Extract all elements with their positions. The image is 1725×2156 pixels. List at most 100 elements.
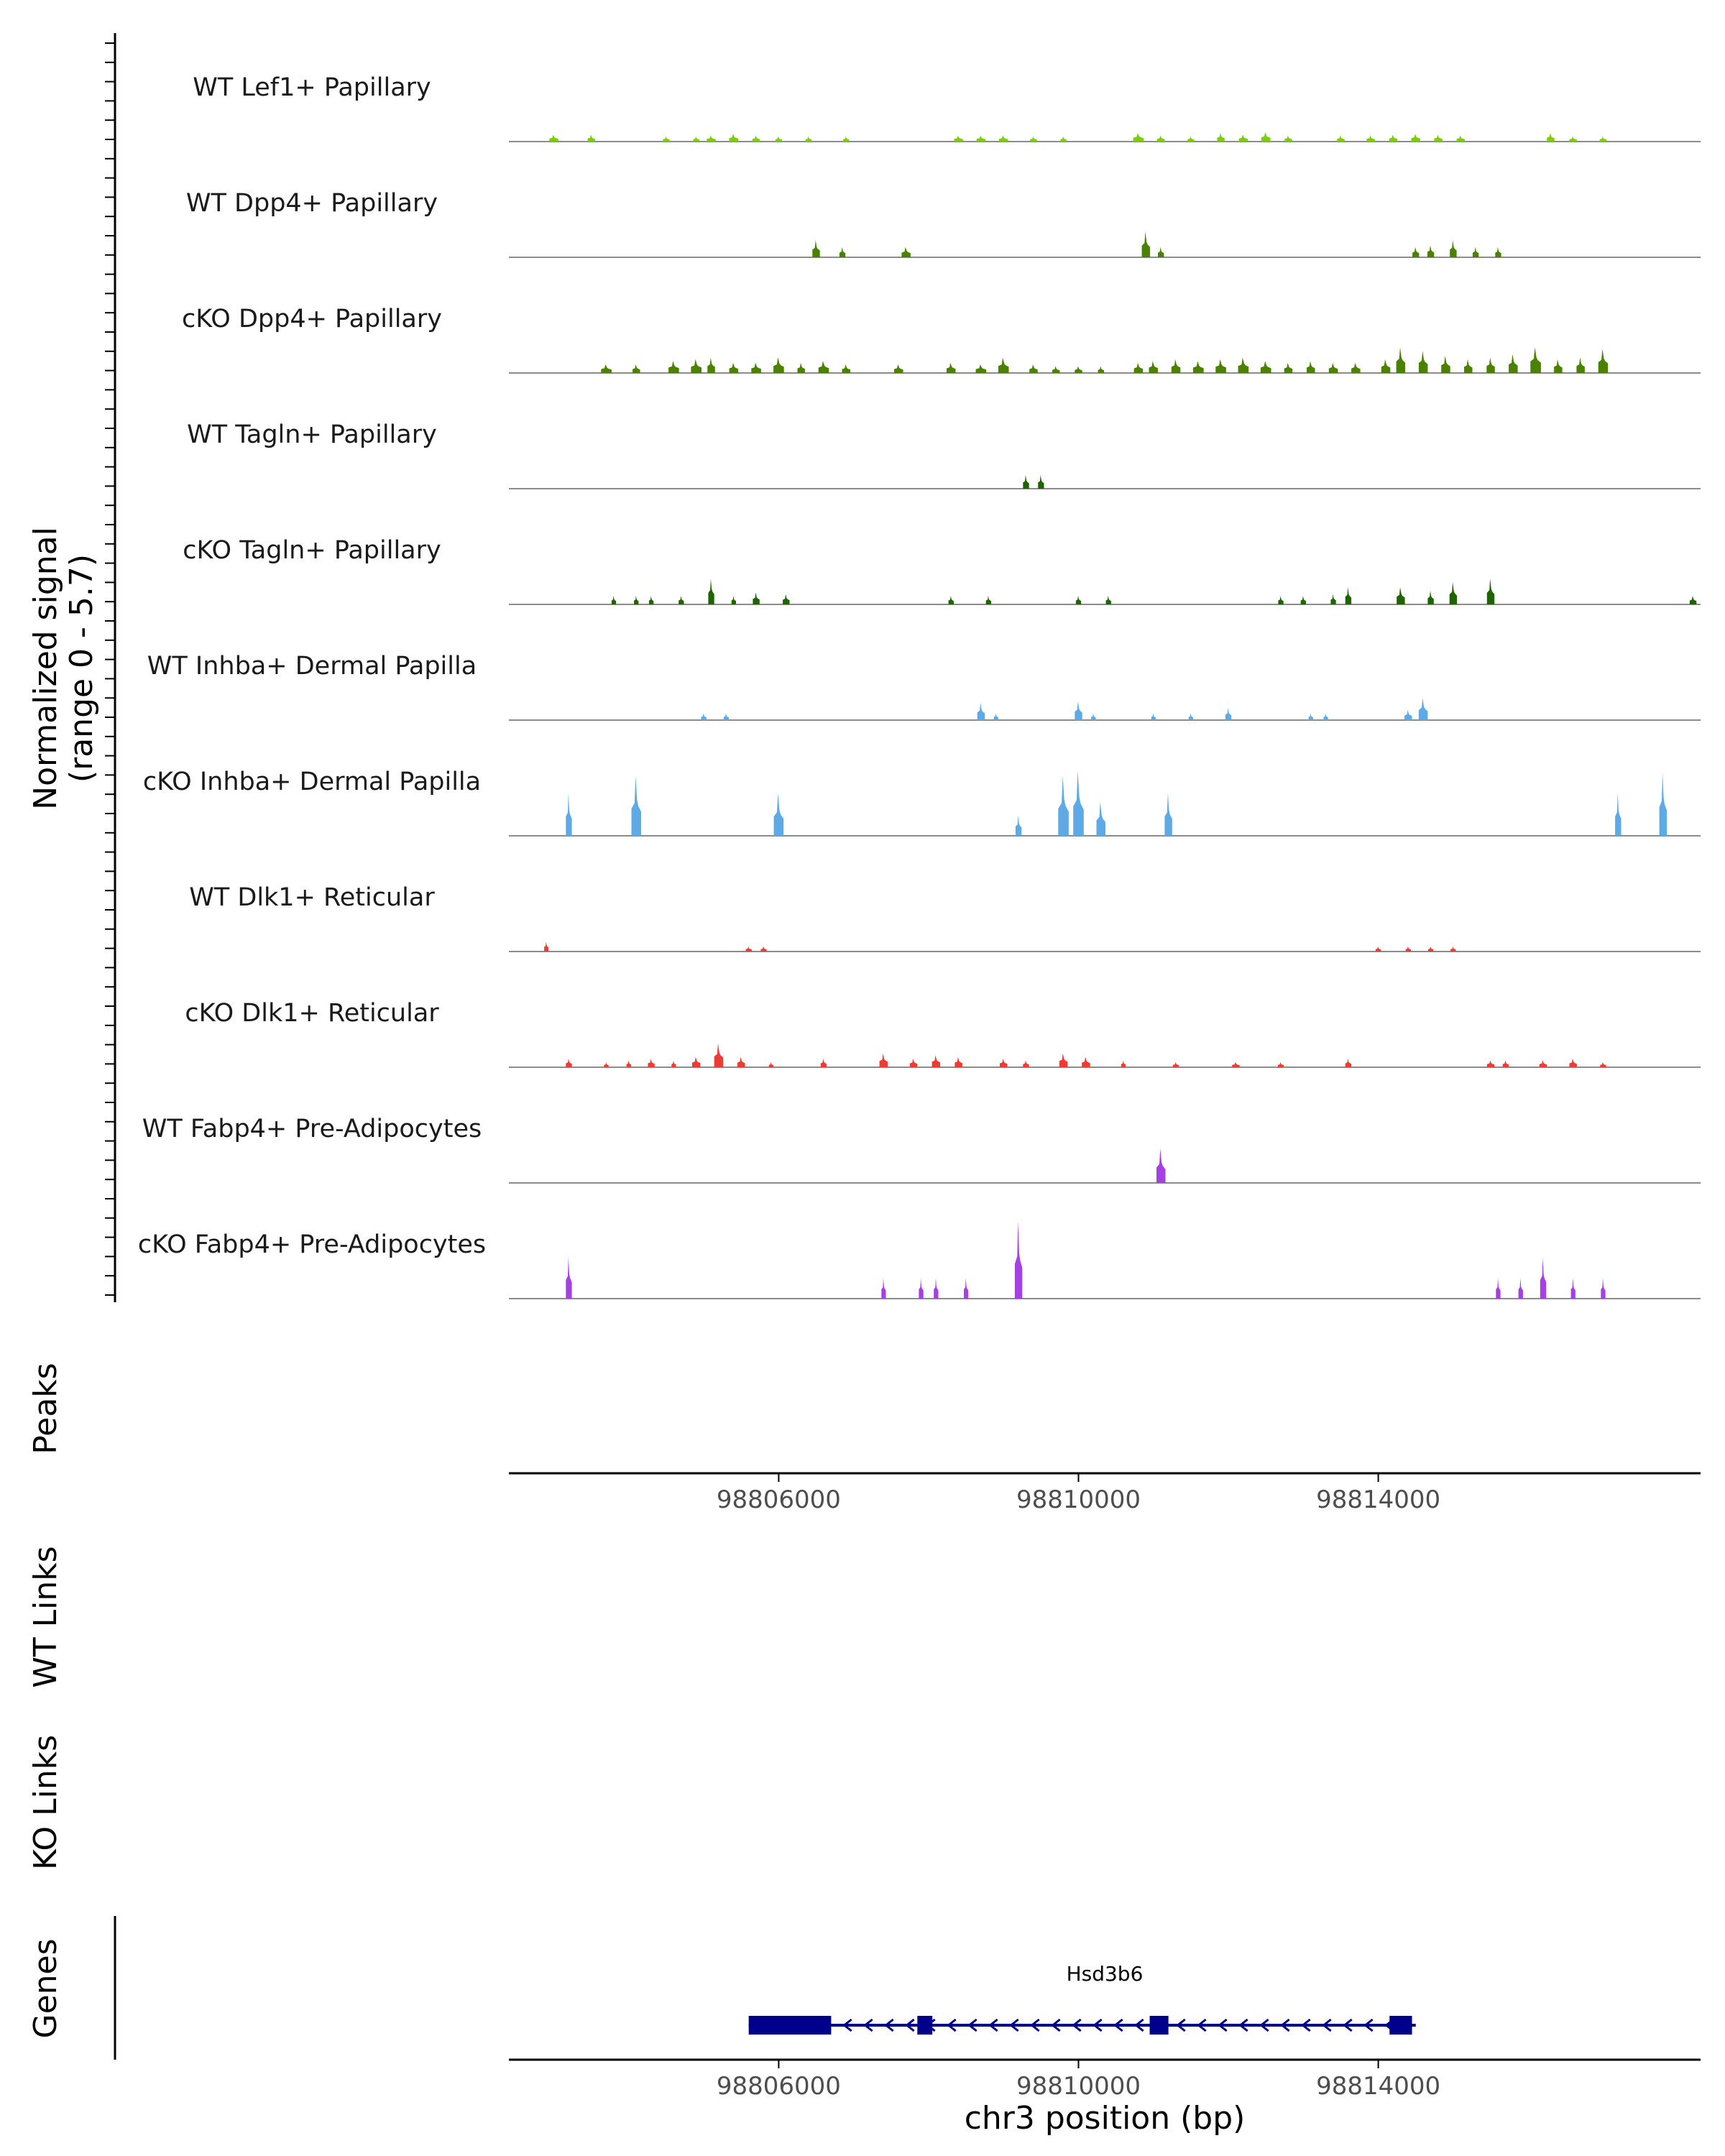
track-1: WT Lef1+ Papillary — [193, 73, 1701, 142]
coverage-peak — [768, 1061, 774, 1067]
coverage-peak — [1232, 1061, 1240, 1067]
coverage-peak — [1308, 713, 1313, 720]
coverage-peak — [1156, 1148, 1166, 1183]
coverage-peak — [1570, 1278, 1576, 1299]
coverage-peak — [1217, 133, 1225, 142]
coverage-peak — [1599, 136, 1607, 142]
coverage-peak — [839, 247, 846, 257]
coverage-peak — [1397, 587, 1405, 604]
wt-links-label: WT Links — [27, 1546, 64, 1687]
coverage-peak — [1412, 247, 1420, 257]
coverage-peak — [729, 362, 739, 373]
coverage-tracks: WT Lef1+ Papillary WT Dpp4+ Papillary cKO … — [138, 73, 1701, 1299]
gene-exon — [1389, 2016, 1412, 2035]
coverage-peak — [909, 1059, 918, 1067]
coverage-peak — [1601, 1278, 1606, 1299]
coverage-peak — [1598, 349, 1609, 373]
coverage-peak — [1158, 247, 1164, 257]
x-tick-label: 98806000 — [717, 1485, 841, 1514]
coverage-peak — [954, 1056, 962, 1067]
strand-arrow — [1363, 2018, 1374, 2032]
coverage-peak — [1060, 136, 1067, 142]
track-label: WT Tagln+ Papillary — [187, 420, 437, 449]
coverage-peak — [692, 1056, 701, 1067]
genes-label: Genes — [27, 1938, 64, 2038]
coverage-peak — [1098, 366, 1104, 373]
strand-arrow — [1009, 2018, 1019, 2032]
coverage-peak — [1238, 134, 1248, 142]
coverage-peak — [1225, 708, 1232, 720]
coverage-peak — [731, 596, 736, 604]
coverage-peak — [1486, 579, 1495, 604]
strand-arrow — [801, 2018, 811, 2032]
coverage-peak — [723, 713, 730, 720]
track-2: WT Dpp4+ Papillary — [186, 189, 1701, 258]
coverage-peak — [1518, 1278, 1523, 1299]
strand-arrow — [967, 2018, 978, 2032]
gene-model — [748, 2016, 1416, 2035]
coverage-peak — [976, 135, 986, 142]
coverage-peak — [999, 135, 1008, 142]
coverage-peak — [631, 775, 641, 836]
coverage-peak — [948, 596, 954, 604]
coverage-peak — [1261, 132, 1271, 142]
strand-arrow — [1322, 2018, 1332, 2032]
coverage-peak — [1082, 1056, 1090, 1067]
strand-arrow — [1301, 2018, 1311, 2032]
coverage-peak — [1496, 1278, 1501, 1299]
signal-axis: Normalized signal (range 0 - 5.7) — [27, 33, 116, 1302]
coverage-peak — [1075, 596, 1082, 604]
coverage-peak — [1075, 366, 1082, 373]
coverage-peak — [707, 135, 716, 142]
coverage-peak — [1059, 1053, 1068, 1067]
coverage-peak — [1300, 596, 1306, 604]
coverage-peak — [1091, 713, 1096, 720]
coverage-peak — [934, 1278, 939, 1299]
coverage-peak — [797, 362, 805, 373]
strand-arrow — [1259, 2018, 1269, 2032]
coverage-peak — [1411, 134, 1420, 142]
coverage-peak — [1149, 361, 1158, 373]
peaks-x-axis-ticks: 98806000 98810000 98814000 — [717, 1473, 1440, 1514]
coverage-peak — [649, 596, 654, 604]
coverage-peak — [648, 1059, 655, 1067]
track-label: cKO Inhba+ Dermal Papilla — [143, 768, 481, 796]
coverage-peak — [1330, 594, 1336, 604]
coverage-peak — [998, 357, 1009, 373]
coverage-peak — [1615, 793, 1622, 836]
coverage-peak — [1464, 359, 1473, 373]
strand-arrow — [1197, 2018, 1207, 2032]
track-11: cKO Fabp4+ Pre-Adipocytes — [138, 1221, 1701, 1299]
coverage-peak — [1450, 946, 1456, 952]
track-label: WT Lef1+ Papillary — [193, 73, 431, 102]
coverage-peak — [587, 134, 595, 142]
coverage-peak — [1569, 136, 1577, 142]
x-tick-label: 98810000 — [1016, 2072, 1141, 2101]
gene-exon — [1149, 2016, 1169, 2035]
coverage-peak — [1473, 247, 1479, 257]
coverage-peak — [1023, 474, 1029, 489]
strand-arrow — [1092, 2018, 1103, 2032]
strand-arrow — [988, 2018, 998, 2032]
coverage-peak — [1151, 713, 1156, 720]
coverage-peak — [693, 136, 699, 142]
coverage-peak — [1427, 245, 1435, 257]
coverage-peak — [714, 1043, 724, 1067]
strand-arrow — [1113, 2018, 1123, 2032]
coverage-peak — [1366, 135, 1375, 142]
strand-arrow — [1343, 2018, 1353, 2032]
coverage-peak — [566, 1257, 572, 1299]
coverage-peak — [1133, 133, 1144, 142]
coverage-peak — [1569, 1059, 1577, 1067]
coverage-peak — [964, 1278, 969, 1299]
track-8: WT Dlk1+ Reticular — [189, 883, 1701, 952]
coverage-peak — [549, 134, 558, 142]
coverage-peak — [1073, 770, 1084, 836]
coverage-peak — [1427, 590, 1434, 604]
coverage-peak — [566, 1059, 572, 1067]
coverage-peak — [1023, 1060, 1029, 1067]
strand-arrow — [1384, 2018, 1394, 2032]
coverage-peak — [818, 361, 829, 373]
coverage-peak — [947, 362, 956, 373]
coverage-peak — [708, 579, 714, 604]
